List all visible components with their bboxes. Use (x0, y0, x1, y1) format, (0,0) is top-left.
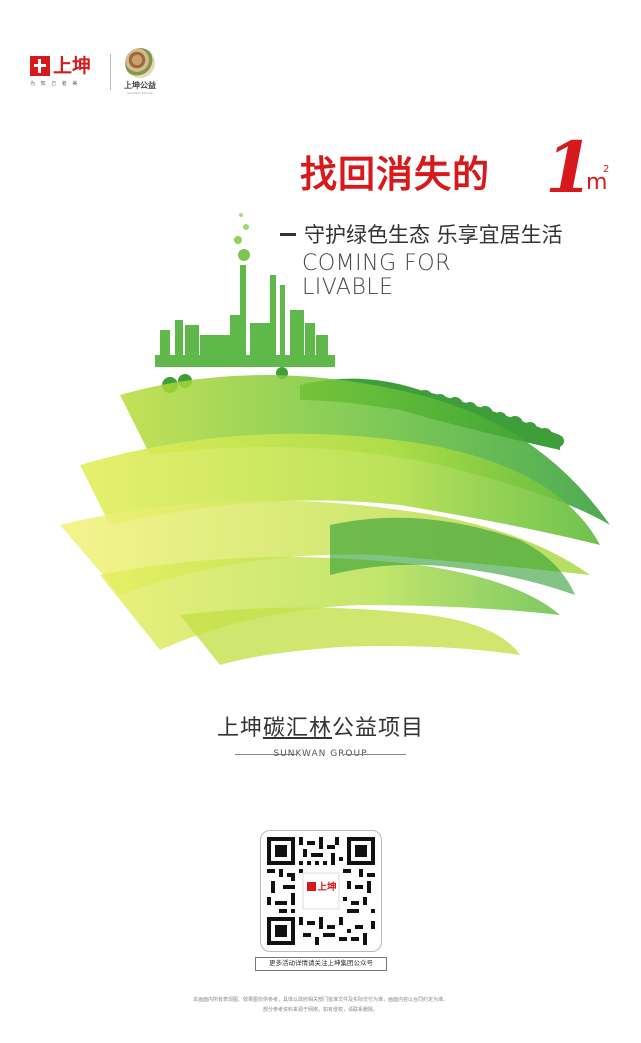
subhead-text: 守护绿色生态 乐享宜居生活 (304, 223, 563, 247)
headline-unit-superscript: 2 (603, 164, 610, 175)
headline-number: 1 (545, 126, 594, 209)
project-subtitle: SUNKWAN GROUP (273, 749, 368, 759)
brand-name: 上坤 (53, 55, 92, 77)
charity-name: 上坤公益 (124, 81, 156, 90)
qr-code-card[interactable]: 上坤 (260, 830, 382, 952)
factory-silhouette (155, 213, 335, 367)
project-title-before: 上坤 (216, 716, 263, 741)
brand-slogan: 为 知 己 者 美 (30, 81, 80, 87)
subtitle-rule-right (344, 754, 406, 755)
logo-divider (110, 54, 111, 90)
disclaimer-line-1: 本画面内所有表现图、效果图仅供参考，具体以政府相关部门批准文件及实际交付为准，画… (192, 997, 448, 1003)
headline: 找回消失的 (300, 153, 490, 196)
qr-caption: 更多活动详情请关注上坤集团公众号 (255, 957, 387, 971)
subhead: 守护绿色生态 乐享宜居生活 (280, 220, 563, 250)
brand-mark-icon (30, 56, 50, 76)
charity-sub: Sunkwan Charity (127, 91, 153, 95)
qr-code: 上坤 (267, 837, 375, 945)
brand-logo: 上坤 为 知 己 者 美 (30, 54, 104, 94)
disclaimer-line-2: 部分参考资料来源于网络，如有侵权，请联系删除。 (262, 1007, 378, 1013)
charity-emblem-icon (125, 48, 155, 78)
english-tagline-line-1: COMING FOR (302, 251, 451, 276)
english-tagline: COMING FOR LIVABLE (302, 252, 451, 300)
headline-unit: m (586, 170, 608, 195)
green-landscape-illustration (60, 213, 610, 665)
project-title-highlight: 碳汇林 (262, 716, 332, 741)
english-tagline-line-2: LIVABLE (302, 275, 394, 300)
project-subtitle-row: SUNKWAN GROUP (0, 746, 641, 762)
qr-center-label: 上坤 (317, 881, 336, 893)
subhead-dash (280, 232, 296, 236)
project-title-after: 公益项目 (332, 716, 425, 741)
subtitle-rule-left (235, 754, 297, 755)
charity-logo: 上坤公益 Sunkwan Charity (118, 48, 162, 96)
project-title: 上坤碳汇林公益项目 (0, 714, 641, 744)
